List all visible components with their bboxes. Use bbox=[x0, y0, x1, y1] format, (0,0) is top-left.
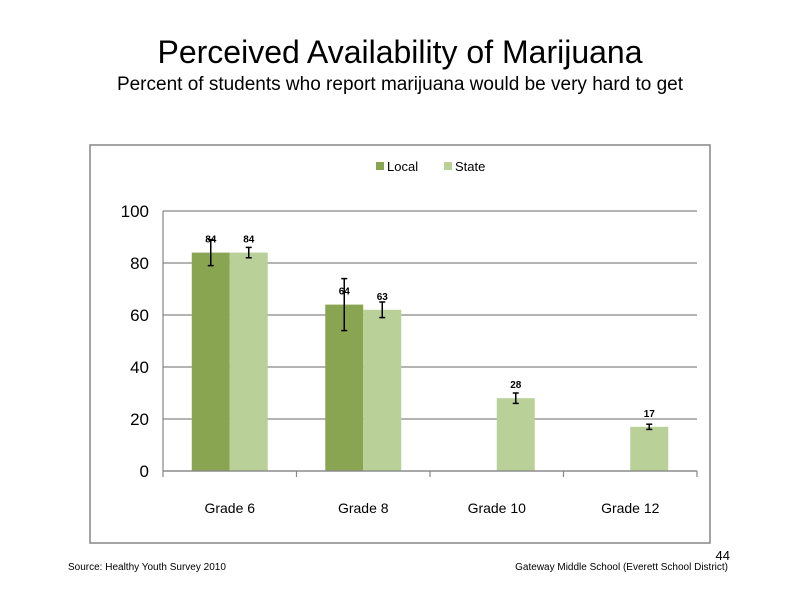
bar-state bbox=[363, 309, 402, 471]
legend-swatch-local bbox=[376, 162, 384, 170]
slide-subtitle: Percent of students who report marijuana… bbox=[116, 74, 684, 95]
y-tick-label: 0 bbox=[140, 462, 149, 481]
data-label: 28 bbox=[510, 380, 522, 391]
y-tick-label: 40 bbox=[130, 358, 149, 377]
legend-label-local: Local bbox=[387, 159, 418, 174]
legend-label-state: State bbox=[455, 159, 485, 174]
bar-state bbox=[229, 252, 268, 471]
bar-state bbox=[630, 426, 669, 471]
data-label: 64 bbox=[339, 287, 351, 298]
x-category-label: Grade 12 bbox=[601, 500, 660, 516]
y-tick-label: 60 bbox=[130, 306, 149, 325]
y-tick-label: 100 bbox=[121, 202, 149, 221]
data-label: 84 bbox=[205, 235, 217, 246]
x-category-label: Grade 10 bbox=[468, 500, 527, 516]
source-note: Source: Healthy Youth Survey 2010 bbox=[68, 562, 226, 573]
page-number: 44 bbox=[715, 548, 730, 563]
x-category-label: Grade 6 bbox=[204, 500, 255, 516]
legend-swatch-state bbox=[444, 162, 452, 170]
y-tick-label: 80 bbox=[130, 254, 149, 273]
y-tick-label: 20 bbox=[130, 410, 149, 429]
bar-state bbox=[496, 398, 535, 471]
data-label: 17 bbox=[644, 409, 656, 420]
x-category-label: Grade 8 bbox=[338, 500, 389, 516]
bar-local bbox=[191, 252, 230, 471]
data-label: 63 bbox=[377, 292, 389, 303]
slide-title: Perceived Availability of Marijuana bbox=[157, 34, 643, 70]
school-note: Gateway Middle School (Everett School Di… bbox=[515, 562, 728, 573]
data-label: 84 bbox=[243, 235, 255, 246]
bar-local bbox=[325, 304, 364, 471]
